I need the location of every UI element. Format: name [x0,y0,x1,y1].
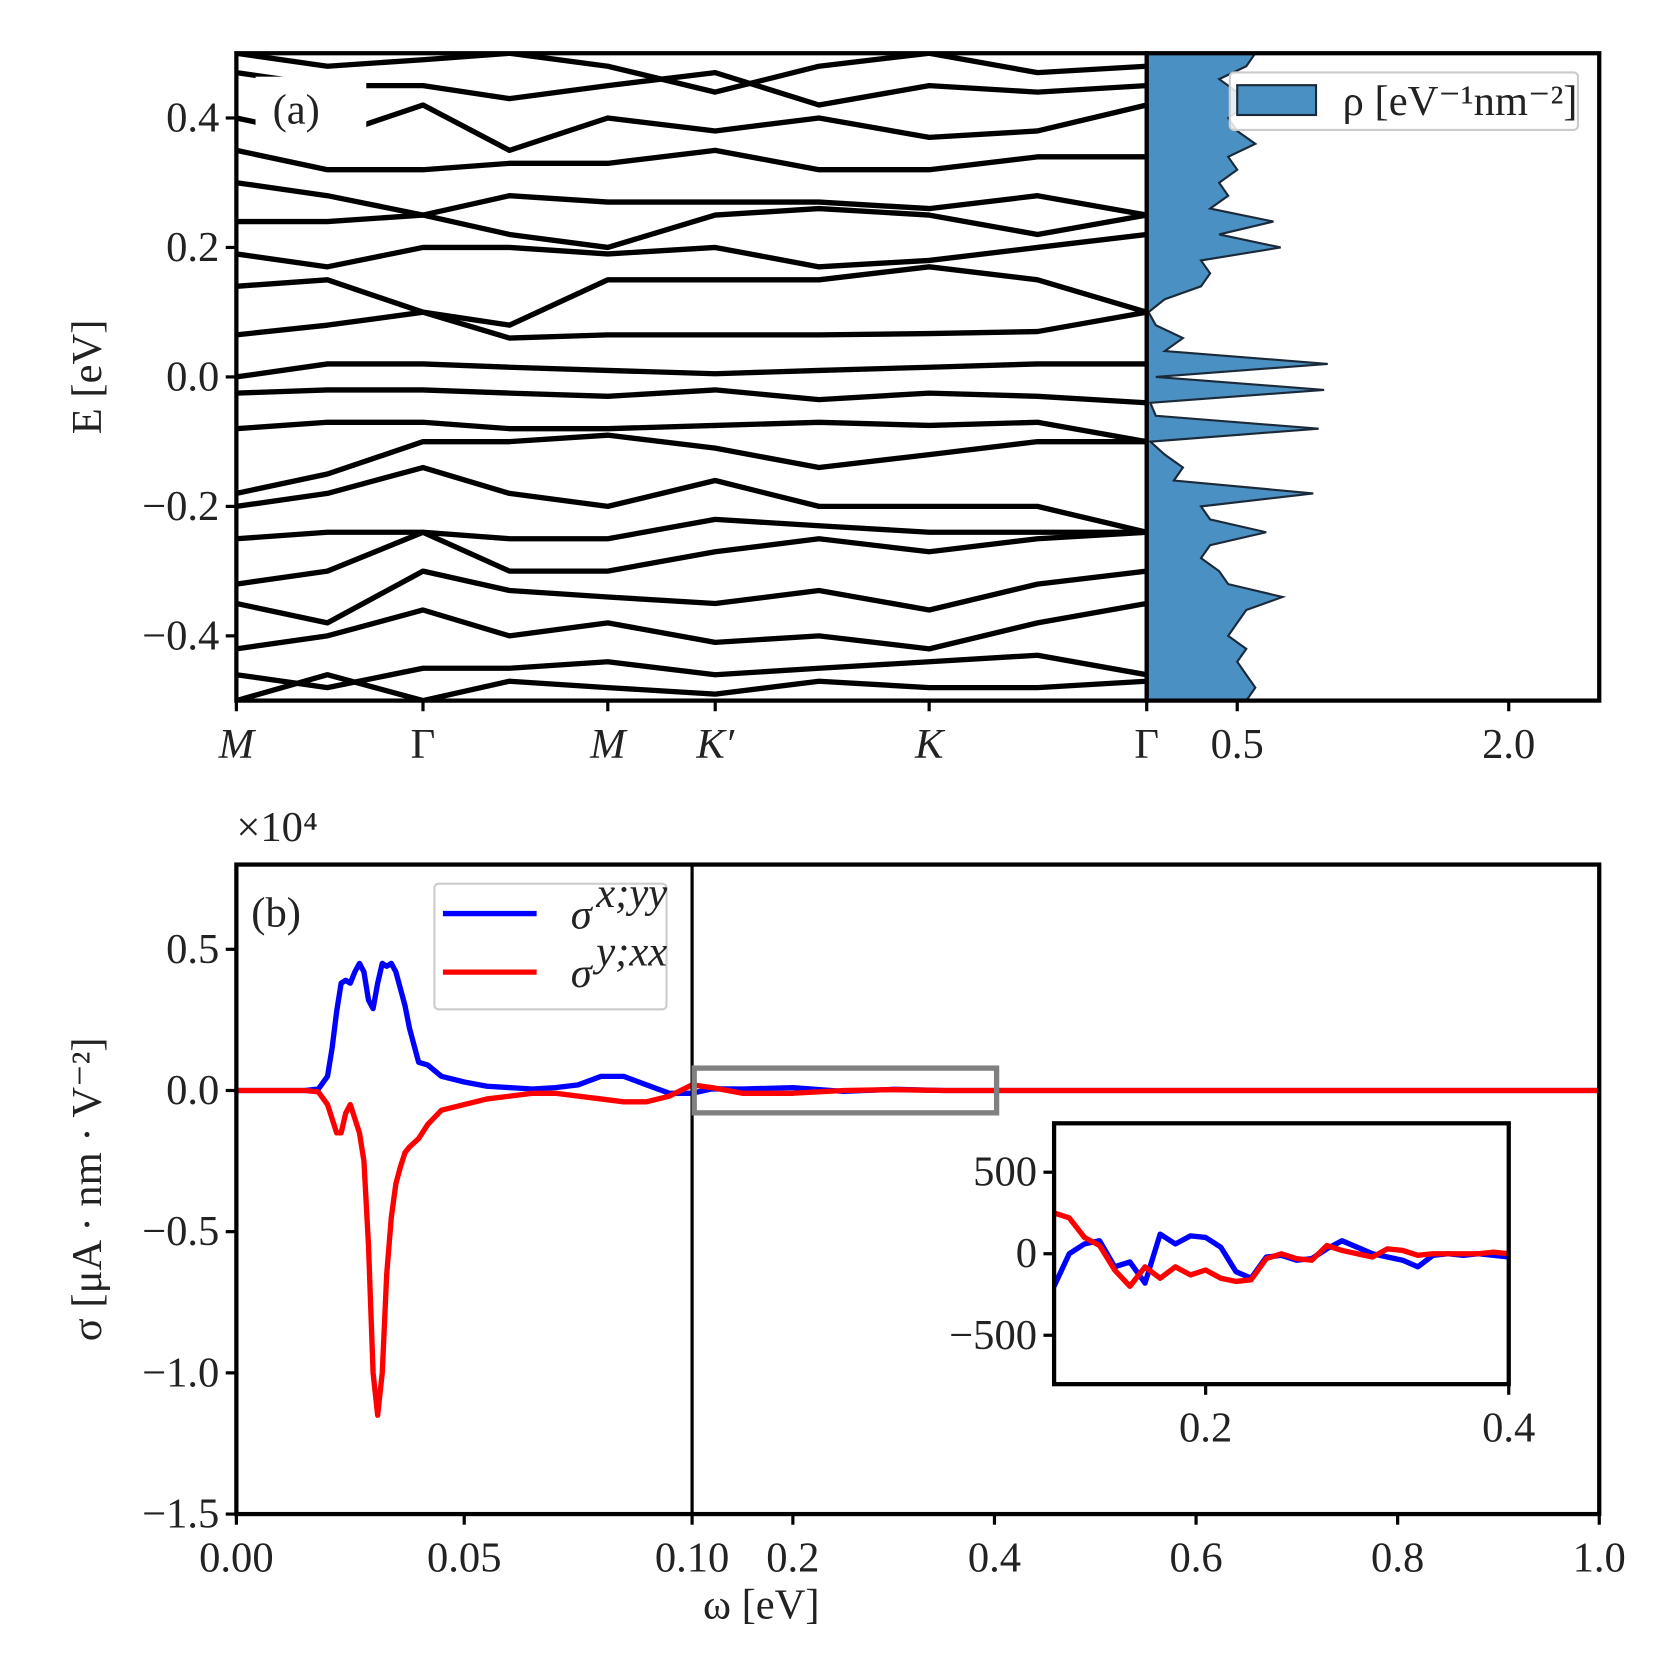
band [236,180,1147,218]
x-tick-label: M [218,721,257,768]
x-tick-label: 0.4 [1482,1405,1535,1452]
legend-label: ρ [eV⁻¹nm⁻²] [1343,78,1578,125]
band [236,432,1147,497]
band [236,672,1147,701]
legend-label-sup: y;xx [592,929,667,976]
y-tick-label: −500 [949,1312,1037,1359]
legend-label-sup: x;yy [595,870,667,917]
legend-label: σ [571,950,594,997]
plot-area [236,53,1147,701]
series-line [236,1082,1600,1418]
band [236,53,1147,95]
legend-swatch [1236,84,1318,117]
y-tick-label: −0.4 [142,612,219,659]
y-offset-label: ×10⁴ [236,804,317,851]
band [236,264,1147,328]
band [236,529,1147,587]
x-tick-label: K [914,721,946,768]
y-tick-label: 0.5 [166,926,219,973]
x-tick-label: 0.4 [968,1535,1021,1582]
axes-frame [1144,51,1602,703]
panel-label-bg [255,76,367,143]
band [236,464,1147,535]
x-tick-label: 0.00 [199,1535,274,1582]
x-tick-label: K′ [695,721,734,768]
x-tick-label: Γ [411,721,436,768]
y-tick-label: 0.2 [166,224,219,271]
y-tick-label: −1.0 [142,1349,219,1396]
plot-area [236,960,1600,1418]
y-tick-label: −0.5 [142,1208,219,1255]
band [236,600,1147,652]
x-tick-label: Γ [1134,721,1159,768]
band [236,309,1147,341]
x-tick-label: 0.5 [1211,721,1264,768]
band [236,419,1147,445]
x-tick-label: 0.2 [766,1535,819,1582]
x-tick-label: 1.0 [1573,1535,1626,1582]
x-tick-label: 0.8 [1371,1535,1424,1582]
x-tick-label: 2.0 [1482,721,1535,768]
panel-label: (a) [273,87,320,134]
band [236,652,1147,691]
y-tick-label: 0.0 [166,353,219,400]
dos-area [1146,53,1328,701]
y-tick-label: 0.0 [166,1067,219,1114]
band [236,147,1147,173]
plot-area [1054,1210,1509,1289]
y-tick-label: 0 [1016,1230,1037,1277]
axes-frame [234,862,1602,1517]
band [236,516,1147,542]
x-axis-label: ω [eV] [703,1581,820,1628]
band [236,102,1147,154]
y-tick-label: −1.5 [142,1491,219,1538]
band [236,568,1147,626]
x-tick-label: 0.10 [655,1535,730,1582]
band [236,361,1147,380]
series-line [1054,1210,1509,1289]
band [236,387,1147,406]
band [236,231,1147,270]
x-tick-label: 0.05 [427,1535,502,1582]
legend-label: σ [571,891,594,938]
x-tick-label: M [589,721,628,768]
series-line [236,960,1600,1096]
x-tick-label: 0.6 [1169,1535,1222,1582]
y-axis-label: σ [μA · nm · V⁻²] [64,1037,111,1341]
y-axis-label: E [eV] [64,320,111,435]
axes-frame [1051,1121,1511,1387]
zoom-region [691,1065,1000,1116]
panel-label: (b) [251,889,301,936]
x-tick-label: 0.2 [1179,1405,1232,1452]
band [236,205,1147,251]
y-tick-label: 0.4 [166,94,219,141]
y-tick-label: −0.2 [142,483,219,530]
plot-area [1146,53,1328,701]
y-tick-label: 500 [973,1149,1037,1196]
